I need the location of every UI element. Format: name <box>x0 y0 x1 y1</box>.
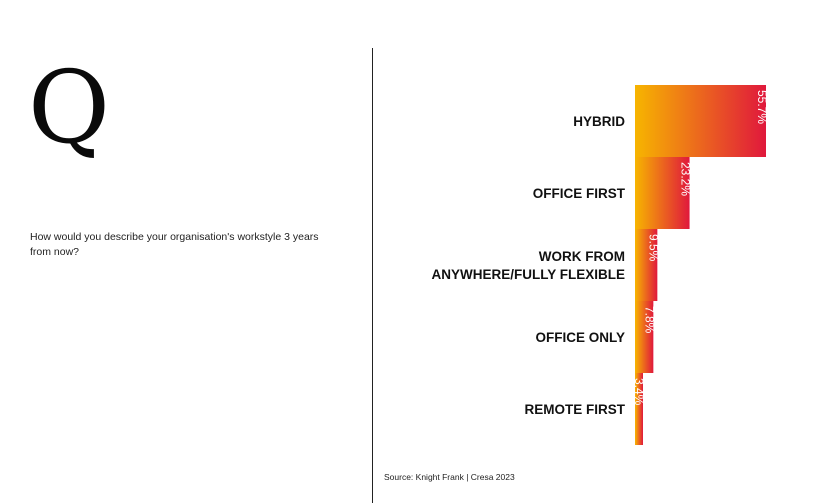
category-label-1: OFFICE FIRST <box>533 186 626 201</box>
question-mark-glyph: Q <box>28 49 110 166</box>
value-label-4: 3.4% <box>632 378 646 406</box>
bar-0 <box>635 85 766 157</box>
source-note: Source: Knight Frank | Cresa 2023 <box>384 472 515 482</box>
category-label-2: WORK FROM ANYWHERE/FULLY FLEXIBLE <box>431 249 625 282</box>
bar-2 <box>635 229 658 301</box>
question-text: How would you describe your organisation… <box>30 231 319 258</box>
category-label-1-line-0: OFFICE FIRST <box>533 186 626 201</box>
value-label-0: 55.7% <box>755 90 769 124</box>
category-label-2-line-1: ANYWHERE/FULLY FLEXIBLE <box>431 267 625 282</box>
category-label-0: HYBRID <box>573 114 625 129</box>
category-label-2-line-0: WORK FROM <box>539 249 625 264</box>
category-label-3-line-0: OFFICE ONLY <box>535 330 625 345</box>
category-label-4-line-0: REMOTE FIRST <box>525 402 626 417</box>
bar-1 <box>635 157 690 229</box>
divider <box>372 48 373 503</box>
value-label-3: 7.8% <box>642 306 656 334</box>
category-label-4: REMOTE FIRST <box>525 402 626 417</box>
value-label-1: 23.2% <box>679 162 693 196</box>
category-label-0-line-0: HYBRID <box>573 114 625 129</box>
bar-4 <box>635 373 643 445</box>
category-label-3: OFFICE ONLY <box>535 330 625 345</box>
value-label-2: 9.5% <box>646 234 660 262</box>
bar-3 <box>635 301 654 373</box>
